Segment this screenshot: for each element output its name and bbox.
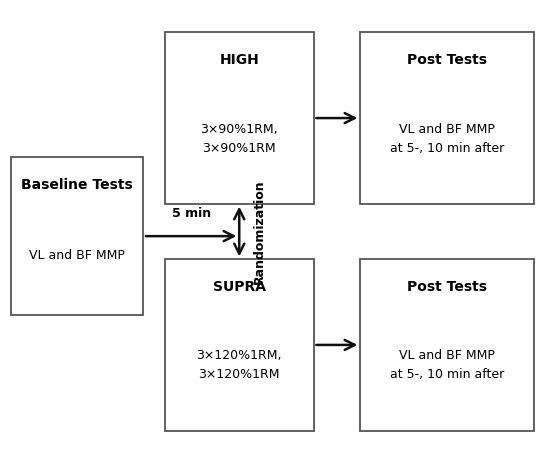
Bar [165,259,314,431]
Text: VL and BF MMP: VL and BF MMP [29,249,125,262]
Text: VL and BF MMP
at 5-, 10 min after: VL and BF MMP at 5-, 10 min after [390,350,504,382]
Bar [165,32,314,204]
Bar [360,259,534,431]
Text: HIGH: HIGH [219,53,259,67]
Text: SUPRA: SUPRA [213,280,266,294]
Text: VL and BF MMP
at 5-, 10 min after: VL and BF MMP at 5-, 10 min after [390,123,504,155]
Text: 3×90%1RM,
3×90%1RM: 3×90%1RM, 3×90%1RM [200,123,278,155]
Text: Post Tests: Post Tests [407,53,487,67]
Bar [360,32,534,204]
Text: Post Tests: Post Tests [407,280,487,294]
Bar [11,157,143,315]
Text: Randomization: Randomization [253,179,266,284]
Text: Baseline Tests: Baseline Tests [21,178,133,192]
Text: 5 min: 5 min [172,207,211,220]
Text: 3×120%1RM,
3×120%1RM: 3×120%1RM, 3×120%1RM [196,350,282,382]
